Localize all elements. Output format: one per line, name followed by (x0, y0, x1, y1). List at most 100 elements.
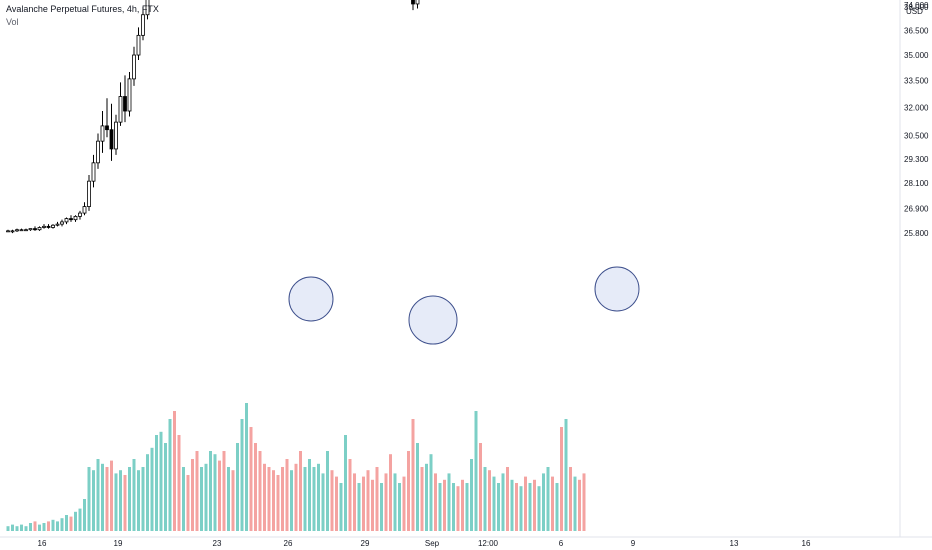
volume-bar (510, 479, 514, 531)
volume-bar (213, 454, 217, 531)
candle-up (145, 0, 150, 16)
volume-bar (506, 467, 509, 531)
volume-bar (393, 473, 397, 531)
candle-up (19, 229, 24, 232)
price-tick: 29.300 (904, 155, 929, 164)
chart-annotations: High (288, 266, 640, 345)
volume-bar (542, 473, 545, 531)
candle-up (78, 212, 82, 217)
volume-bar (29, 523, 32, 531)
time-axis: 16 19 23 26 29 Sep 12:00 6 9 13 16 (0, 536, 932, 550)
price-tick: 38.000 (904, 3, 929, 12)
volume-bar (303, 467, 307, 531)
volume-bar (150, 447, 154, 531)
volume-bar (443, 479, 446, 531)
volume-bar (186, 475, 190, 531)
time-tick: 19 (114, 539, 123, 548)
volume-bar (425, 463, 428, 531)
volume-bar (173, 411, 176, 531)
volume-bar (128, 467, 131, 531)
volume-bar (141, 467, 145, 531)
volume-bar (110, 460, 113, 531)
volume-bar (344, 435, 347, 531)
volume-bar (240, 419, 244, 531)
candle-up (60, 221, 64, 225)
volume-bar (267, 467, 271, 531)
candle-up (37, 227, 42, 231)
time-tick: Sep (425, 539, 440, 548)
time-tick: 6 (559, 539, 564, 548)
volume-bar (384, 473, 388, 531)
volume-bar (479, 443, 482, 531)
volume-bar (407, 451, 410, 531)
candle-up (64, 218, 69, 223)
volume-bar (155, 435, 158, 531)
volume-bar (416, 443, 419, 531)
price-axis-background (900, 0, 932, 537)
volume-bar (218, 460, 221, 531)
volume-bar (348, 459, 352, 531)
volume-bar (254, 443, 257, 531)
volume-bar (87, 467, 91, 531)
price-tick: 32.000 (904, 103, 929, 112)
volume-bar (20, 524, 23, 531)
volume-bar (227, 467, 230, 531)
volume-bar (191, 459, 194, 531)
volume-bar (533, 479, 536, 531)
chart-title: Avalanche Perpetual Futures, 4h, FTX (6, 4, 159, 14)
volume-bar (317, 463, 320, 531)
volume-bar (438, 483, 442, 531)
volume-bar (119, 470, 122, 531)
volume-bar (294, 463, 298, 531)
volume-bar (222, 451, 226, 531)
support-touch-circle-2 (408, 295, 458, 345)
volume-bar (434, 473, 437, 531)
volume-bar (56, 521, 59, 531)
volume-bar (515, 483, 518, 531)
volume-bar (290, 470, 293, 531)
volume-bar (11, 524, 14, 531)
volume-bar (551, 476, 554, 531)
candle-up (73, 215, 78, 221)
price-tick: 36.500 (904, 27, 929, 36)
volume-bar (488, 470, 491, 531)
candle-up (415, 0, 420, 5)
support-touch-circle-3 (594, 266, 640, 312)
candle-up (114, 121, 118, 150)
volume-bar (263, 463, 266, 531)
volume-bar (177, 435, 181, 531)
volume-bar (96, 459, 100, 531)
volume-bar (519, 486, 523, 531)
volume-bar (308, 459, 311, 531)
volume-bar (285, 459, 289, 531)
candle-down (109, 129, 114, 150)
volume-bar (249, 427, 253, 531)
volume-bar (146, 454, 149, 531)
volume-bar (501, 473, 505, 531)
volume-bar (78, 508, 82, 531)
volume-bar (74, 511, 77, 531)
volume-bar (105, 467, 109, 531)
candle-down (411, 0, 415, 5)
candle-up (24, 229, 28, 232)
volume-bar (429, 454, 433, 531)
volume-bar (474, 411, 478, 531)
volume-bar (168, 419, 172, 531)
volume-bar (6, 526, 10, 531)
volume-bar (366, 470, 370, 531)
volume-bar (470, 459, 473, 531)
volume-bar (420, 467, 424, 531)
candle-up (6, 230, 10, 233)
candle-up (127, 78, 132, 112)
volume-bar (47, 521, 50, 531)
candle-up (10, 230, 15, 233)
candle-up (51, 224, 55, 228)
volume-bar (236, 443, 239, 531)
volume-bar (92, 470, 95, 531)
time-tick: 12:00 (478, 539, 499, 548)
candle-up (82, 206, 87, 214)
volume-bar (402, 476, 406, 531)
volume-bar (245, 403, 248, 531)
volume-bar (272, 470, 275, 531)
